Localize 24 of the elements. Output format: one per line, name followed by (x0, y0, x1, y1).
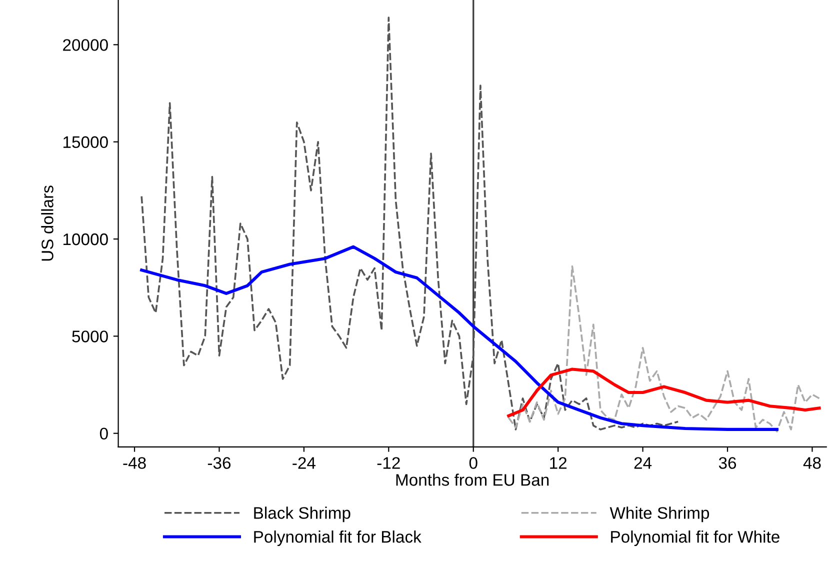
x-tick-label: -48 (123, 457, 146, 469)
legend-label: Polynomial fit for White (611, 530, 780, 546)
x-tick-label: -12 (377, 457, 400, 469)
legend-label: White Shrimp (610, 506, 710, 522)
y-axis-title: US dollars (41, 186, 54, 261)
x-tick-label: 48 (803, 457, 821, 469)
x-tick-label: -36 (208, 457, 231, 469)
x-tick-label: -24 (292, 457, 316, 469)
legend-label: Polynomial fit for Black (254, 530, 422, 546)
line-series (140, 16, 679, 430)
x-tick-label: 12 (550, 457, 567, 469)
y-tick-label: 20000 (63, 39, 108, 51)
y-tick-label: 0 (100, 428, 108, 440)
line-series (507, 368, 821, 418)
line-series (508, 265, 820, 432)
x-tick-label: 36 (718, 457, 736, 469)
x-axis-title: Months from EU Ban (396, 474, 549, 486)
x-tick-label: 24 (634, 457, 652, 469)
x-tick-label: 0 (469, 457, 478, 469)
line-series (140, 245, 778, 431)
y-tick-label: 15000 (63, 136, 108, 148)
y-tick-label: 10000 (63, 233, 108, 246)
y-tick-label: 5000 (72, 330, 108, 342)
legend-label: Black Shrimp (254, 506, 350, 522)
